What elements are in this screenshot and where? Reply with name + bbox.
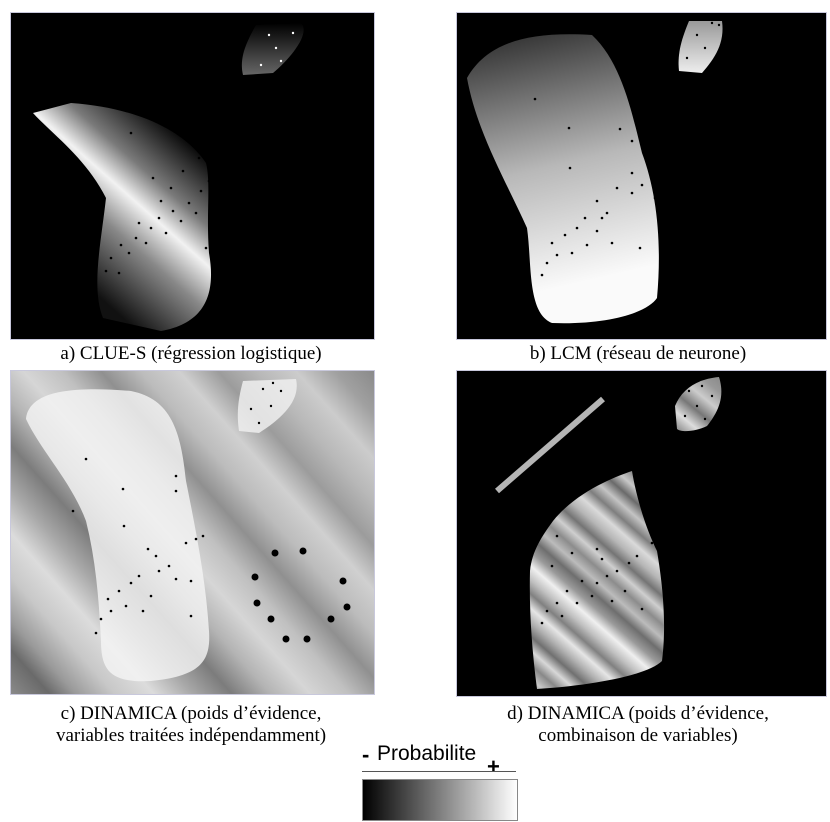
legend-gradient-bar <box>362 779 518 821</box>
panel-a-map <box>10 12 375 340</box>
legend-title: Probabilite <box>377 742 477 765</box>
caption-b-text: b) LCM (réseau de neurone) <box>529 343 747 364</box>
panel-d-map <box>456 370 827 697</box>
caption-a: a) CLUE-S (régression logistique) <box>5 343 377 365</box>
caption-d: d) DINAMICA (poids d’évidence, combinais… <box>448 703 828 747</box>
caption-a-text: a) CLUE-S (régression logistique) <box>60 343 322 364</box>
caption-c-line1: c) DINAMICA (poids d’évidence, <box>60 703 322 724</box>
caption-c: c) DINAMICA (poids d’évidence, variables… <box>5 703 377 747</box>
legend-minus: - <box>362 742 370 767</box>
legend-axis-line <box>362 771 516 772</box>
panel-c-map <box>10 370 375 695</box>
legend-plus: + <box>487 754 500 779</box>
caption-b: b) LCM (réseau de neurone) <box>452 343 824 365</box>
panel-b-map <box>456 12 827 340</box>
caption-d-line1: d) DINAMICA (poids d’évidence, <box>507 703 769 724</box>
caption-c-line2: variables traitées indépendamment) <box>55 725 327 746</box>
caption-d-line2: combinaison de variables) <box>538 725 738 746</box>
